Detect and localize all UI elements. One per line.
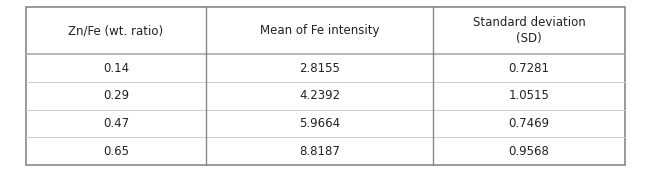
Text: 0.9568: 0.9568 [508,145,549,158]
Text: 8.8187: 8.8187 [299,145,340,158]
Text: Mean of Fe intensity: Mean of Fe intensity [260,24,380,37]
Text: 0.7469: 0.7469 [508,117,549,130]
Text: 4.2392: 4.2392 [299,89,340,102]
Text: 0.29: 0.29 [103,89,129,102]
Text: 0.47: 0.47 [103,117,129,130]
Text: 1.0515: 1.0515 [508,89,549,102]
Text: 0.14: 0.14 [103,62,129,75]
Text: Zn/Fe (wt. ratio): Zn/Fe (wt. ratio) [68,24,163,37]
Text: 5.9664: 5.9664 [299,117,340,130]
Text: Standard deviation
(SD): Standard deviation (SD) [473,16,585,45]
Text: 0.7281: 0.7281 [508,62,549,75]
Text: 2.8155: 2.8155 [299,62,340,75]
Text: 0.65: 0.65 [103,145,129,158]
